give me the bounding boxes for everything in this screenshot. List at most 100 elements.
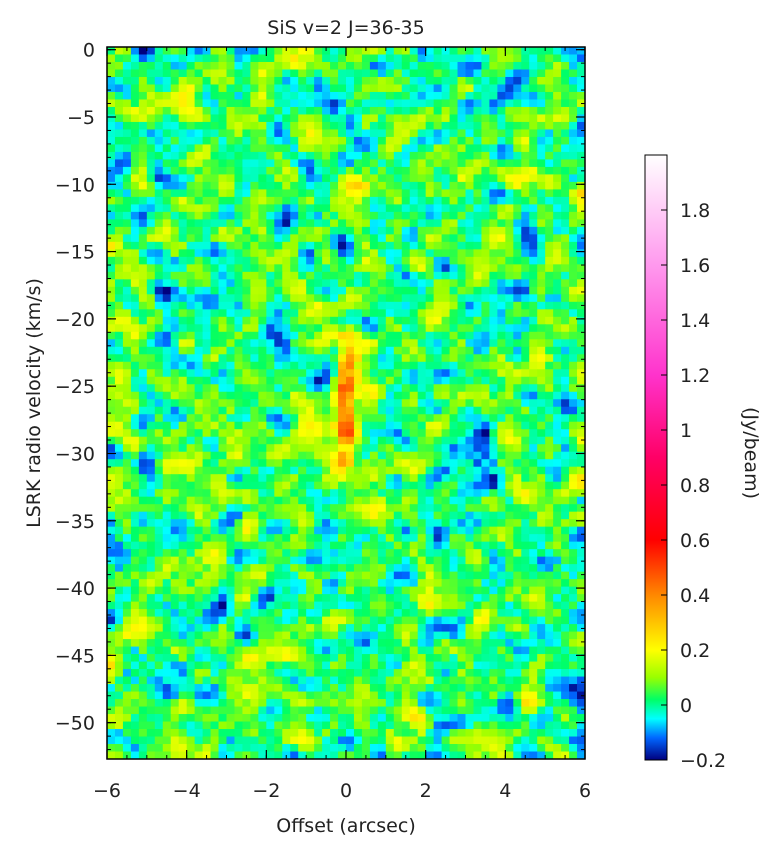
heatmap-cell — [577, 144, 585, 153]
heatmap-cell — [377, 324, 387, 333]
heatmap-cell — [433, 496, 443, 505]
heatmap-cell — [377, 414, 387, 423]
heatmap-cell — [138, 444, 148, 453]
heatmap-cell — [242, 564, 251, 573]
heatmap-cell — [489, 384, 498, 393]
heatmap-cell — [433, 196, 443, 205]
heatmap-cell — [537, 204, 546, 213]
heatmap-cell — [226, 204, 236, 213]
heatmap-cell — [154, 549, 164, 558]
heatmap-cell — [290, 106, 299, 116]
heatmap-cell — [194, 474, 204, 483]
heatmap-cell — [226, 384, 236, 393]
heatmap-cell — [346, 256, 355, 265]
heatmap-cell — [353, 511, 363, 520]
heatmap-cell — [369, 511, 379, 520]
heatmap-cell — [218, 354, 228, 363]
heatmap-cell — [513, 331, 522, 340]
heatmap-cell — [377, 271, 387, 280]
heatmap-cell — [226, 114, 236, 123]
heatmap-cell — [417, 144, 427, 153]
heatmap-cell — [401, 541, 411, 550]
heatmap-cell — [457, 489, 467, 498]
heatmap-cell — [274, 534, 283, 543]
heatmap-cell — [497, 376, 506, 385]
heatmap-cell — [385, 654, 395, 663]
heatmap-cell — [122, 324, 132, 333]
heatmap-cell — [489, 84, 498, 93]
heatmap-cell — [505, 504, 514, 513]
heatmap-cell — [282, 174, 291, 183]
heatmap-cell — [449, 661, 459, 670]
heatmap-cell — [497, 594, 506, 603]
heatmap-cell — [218, 189, 228, 198]
heatmap-cell — [114, 136, 124, 146]
heatmap-cell — [489, 106, 498, 116]
heatmap-cell — [314, 519, 323, 528]
heatmap-cell — [122, 571, 132, 580]
heatmap-cell — [210, 99, 220, 108]
heatmap-cell — [274, 556, 283, 565]
heatmap-cell — [505, 189, 514, 198]
heatmap-cell — [130, 489, 140, 498]
heatmap-cell — [186, 84, 196, 93]
heatmap-cell — [258, 339, 267, 348]
heatmap-cell — [353, 601, 363, 610]
heatmap-cell — [497, 189, 506, 198]
heatmap-cell — [433, 76, 443, 86]
heatmap-cell — [553, 301, 562, 310]
heatmap-cell — [274, 459, 283, 468]
heatmap-cell — [433, 639, 443, 648]
heatmap-cell — [497, 579, 506, 588]
heatmap-cell — [353, 331, 363, 340]
heatmap-cell — [282, 151, 291, 161]
heatmap-cell — [361, 47, 371, 56]
heatmap-cell — [138, 241, 148, 250]
heatmap-cell — [473, 264, 483, 273]
heatmap-cell — [226, 166, 236, 176]
heatmap-cell — [449, 309, 459, 318]
heatmap-cell — [242, 151, 251, 161]
heatmap-cell — [330, 406, 339, 415]
heatmap-cell — [489, 211, 498, 220]
heatmap-cell — [561, 556, 570, 565]
heatmap-cell — [417, 316, 427, 325]
heatmap-cell — [107, 391, 116, 400]
heatmap-cell — [513, 316, 522, 325]
heatmap-cell — [274, 639, 283, 648]
heatmap-cell — [449, 61, 459, 71]
heatmap-cell — [481, 519, 490, 528]
heatmap-cell — [409, 474, 419, 483]
heatmap-cell — [529, 616, 538, 625]
heatmap-cell — [377, 181, 387, 190]
heatmap-cell — [306, 579, 315, 588]
heatmap-cell — [529, 331, 538, 340]
heatmap-cell — [114, 151, 124, 161]
heatmap-cell — [425, 346, 435, 355]
heatmap-cell — [577, 159, 585, 168]
heatmap-cell — [154, 189, 164, 198]
heatmap-cell — [346, 286, 355, 295]
heatmap-cell — [457, 594, 467, 603]
heatmap-cell — [385, 556, 395, 565]
heatmap-cell — [465, 361, 475, 370]
heatmap-cell — [138, 99, 148, 108]
heatmap-cell — [282, 99, 291, 108]
heatmap-cell — [481, 144, 490, 153]
heatmap-cell — [417, 264, 427, 273]
heatmap-cell — [218, 271, 228, 280]
heatmap-cell — [314, 286, 323, 295]
heatmap-cell — [330, 159, 339, 168]
heatmap-cell — [377, 631, 387, 640]
heatmap-cell — [330, 61, 339, 71]
heatmap-cell — [441, 376, 451, 385]
heatmap-cell — [226, 534, 236, 543]
heatmap-cell — [154, 661, 164, 670]
heatmap-cell — [194, 609, 204, 618]
heatmap-cell — [274, 271, 283, 280]
heatmap-cell — [202, 496, 212, 505]
heatmap-cell — [577, 631, 585, 640]
heatmap-cell — [346, 309, 355, 318]
heatmap-cell — [202, 264, 212, 273]
heatmap-cell — [130, 474, 140, 483]
